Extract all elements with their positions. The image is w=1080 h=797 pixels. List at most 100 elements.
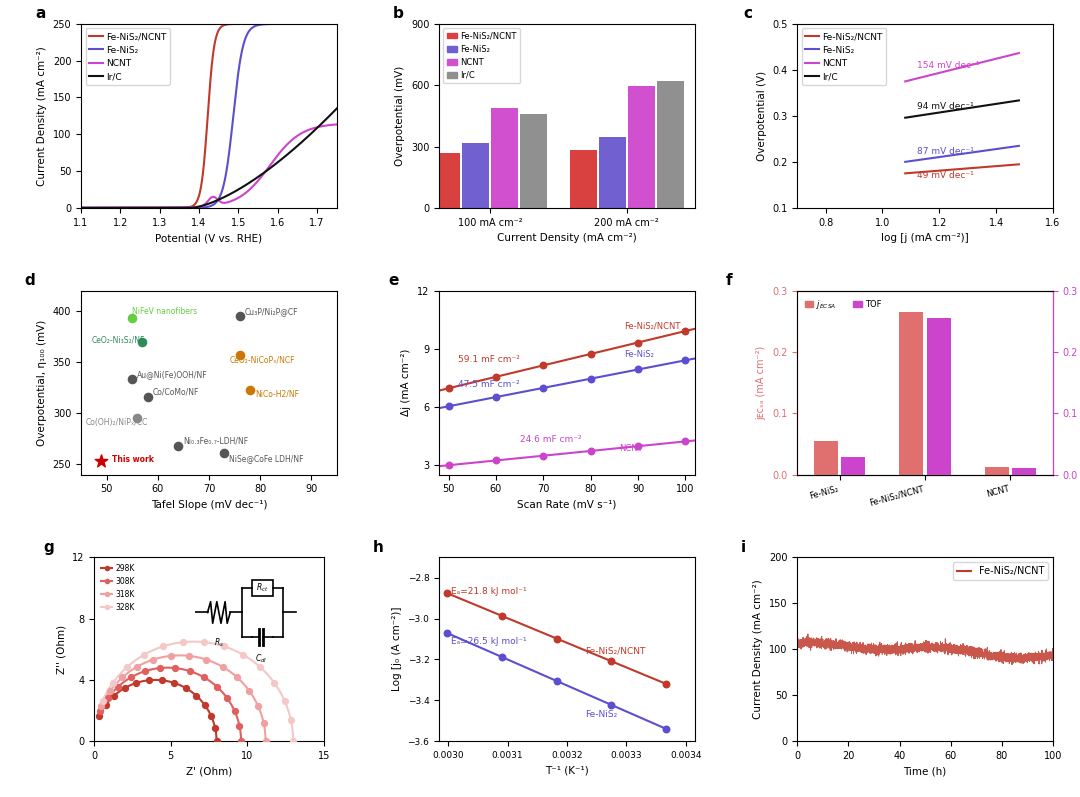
Point (234, 649, 252, 662)
Point (105, 677, 122, 689)
Point (630, 363, 647, 376)
Text: a: a (35, 6, 45, 22)
Text: d: d (25, 273, 36, 288)
Point (93, 455, 110, 468)
Text: Fe-NiS₂: Fe-NiS₂ (624, 351, 653, 359)
Text: 87 mV dec⁻¹: 87 mV dec⁻¹ (917, 147, 973, 155)
Text: Ni₀.₃Fe₀.₇-LDH/NF: Ni₀.₃Fe₀.₇-LDH/NF (184, 437, 248, 446)
Point (658, 677, 675, 690)
Point (198, 654, 215, 666)
Point (677, 324, 694, 337)
Point (91, 710, 108, 723)
Point (257, 735, 274, 748)
Point (206, 722, 224, 735)
Point (97, 699, 114, 712)
Bar (985, 467, 1009, 474)
Point (197, 699, 214, 712)
Text: Co(OH)₂/NiPₓ/CC: Co(OH)₂/NiPₓ/CC (86, 418, 148, 427)
Text: 24.6 mF cm⁻²: 24.6 mF cm⁻² (519, 434, 581, 444)
X-axis label: Current Density (mA cm⁻²): Current Density (mA cm⁻²) (497, 233, 637, 243)
Bar (900, 312, 923, 474)
Y-axis label: Δj (mA cm⁻²): Δj (mA cm⁻²) (402, 349, 411, 416)
Y-axis label: Current Density (mA cm⁻²): Current Density (mA cm⁻²) (37, 46, 48, 186)
Text: e: e (388, 273, 399, 288)
Point (603, 655, 620, 668)
Text: CeO₂-NiCoPₓ/NCF: CeO₂-NiCoPₓ/NCF (229, 355, 295, 364)
Bar (462, 143, 489, 208)
Y-axis label: Z'' (Ohm): Z'' (Ohm) (56, 625, 66, 673)
Point (487, 391, 504, 403)
Y-axis label: Overpotential, η₁₀₀ (mV): Overpotential, η₁₀₀ (mV) (37, 320, 48, 446)
Bar (627, 86, 654, 208)
Text: NiCo-H2/NF: NiCo-H2/NF (255, 390, 299, 398)
Bar (657, 81, 684, 208)
Text: 49 mV dec⁻¹: 49 mV dec⁻¹ (917, 171, 973, 180)
Legend: Fe-NiS₂/NCNT, Fe-NiS₂, NCNT, Ir/C: Fe-NiS₂/NCNT, Fe-NiS₂, NCNT, Ir/C (85, 29, 171, 85)
Point (440, 459, 457, 472)
Text: Fe-NiS₂/NCNT: Fe-NiS₂/NCNT (624, 321, 680, 330)
Point (162, 650, 179, 662)
Point (123, 373, 140, 386)
Point (92, 705, 109, 717)
Point (119, 661, 136, 673)
Point (255, 717, 272, 730)
Point (93, 700, 110, 713)
Point (548, 674, 565, 687)
Bar (521, 114, 548, 208)
Point (139, 391, 157, 403)
Point (110, 680, 127, 693)
Text: g: g (43, 540, 54, 555)
Text: Co/CoMo/NF: Co/CoMo/NF (152, 388, 199, 397)
Point (249, 700, 267, 713)
Point (208, 735, 226, 748)
Text: Fe-NiS₂: Fe-NiS₂ (585, 709, 617, 719)
Legend: Fe-NiS₂/NCNT, Fe-NiS₂, NCNT, Ir/C: Fe-NiS₂/NCNT, Fe-NiS₂, NCNT, Ir/C (443, 28, 519, 83)
Point (494, 650, 511, 663)
Point (677, 354, 694, 367)
Point (116, 681, 133, 694)
Text: Au@Ni(Fe)OOH/NF: Au@Ni(Fe)OOH/NF (137, 371, 207, 379)
Point (154, 640, 172, 653)
X-axis label: Z' (Ohm): Z' (Ohm) (186, 767, 232, 776)
Point (266, 677, 283, 689)
X-axis label: Potential (V vs. RHE): Potential (V vs. RHE) (156, 233, 262, 243)
Point (208, 680, 226, 693)
Bar (570, 150, 596, 208)
X-axis label: log [j (mA cm⁻²)]: log [j (mA cm⁻²)] (881, 233, 969, 243)
Text: Eₐ=21.8 kJ mol⁻¹: Eₐ=21.8 kJ mol⁻¹ (451, 587, 527, 596)
Text: 94 mV dec⁻¹: 94 mV dec⁻¹ (917, 102, 973, 111)
Point (226, 705, 243, 717)
Point (582, 372, 599, 385)
Point (582, 347, 599, 360)
Text: b: b (393, 6, 404, 22)
Y-axis label: Log [j₀ (A cm⁻²)]: Log [j₀ (A cm⁻²)] (392, 607, 402, 692)
X-axis label: Time (h): Time (h) (904, 767, 947, 776)
Point (241, 383, 258, 396)
Point (127, 677, 145, 689)
Point (129, 412, 146, 425)
Bar (927, 318, 950, 474)
Point (231, 720, 248, 732)
Point (106, 689, 123, 702)
Text: NiFeV nanofibers: NiFeV nanofibers (132, 307, 198, 316)
Text: NiSe@CoFe LDH/NF: NiSe@CoFe LDH/NF (229, 454, 303, 463)
Point (440, 400, 457, 413)
X-axis label: Tafel Slope (mV dec⁻¹): Tafel Slope (mV dec⁻¹) (150, 500, 267, 510)
Point (166, 662, 184, 674)
Point (195, 636, 213, 649)
Point (140, 673, 158, 686)
Point (487, 454, 504, 467)
Point (218, 692, 235, 705)
Point (122, 671, 139, 684)
Point (134, 336, 151, 348)
Bar (814, 441, 838, 474)
Point (677, 435, 694, 448)
Point (440, 382, 457, 395)
Legend: 298K, 308K, 318K, 328K: 298K, 308K, 318K, 328K (98, 561, 138, 614)
Text: CeO₂-Ni₃S₂/NF: CeO₂-Ni₃S₂/NF (91, 336, 145, 345)
Legend: $j_{ECSA}$, TOF: $j_{ECSA}$, TOF (801, 295, 885, 315)
Bar (598, 137, 625, 208)
Point (153, 673, 171, 686)
X-axis label: T⁻¹ (K⁻¹): T⁻¹ (K⁻¹) (545, 765, 589, 775)
Point (535, 382, 552, 395)
